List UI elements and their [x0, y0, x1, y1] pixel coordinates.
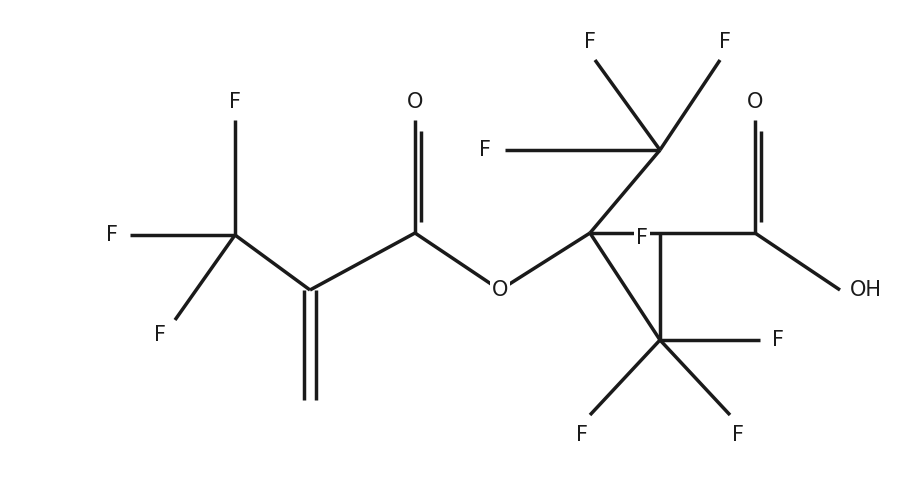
Text: F: F [154, 325, 166, 345]
Text: F: F [584, 32, 596, 52]
Text: F: F [106, 225, 118, 245]
Text: F: F [719, 32, 731, 52]
Text: F: F [479, 140, 491, 160]
Text: O: O [747, 92, 763, 112]
Text: O: O [407, 92, 423, 112]
Text: F: F [732, 425, 744, 445]
Text: F: F [772, 330, 784, 350]
Text: F: F [636, 228, 648, 248]
Text: F: F [576, 425, 588, 445]
Text: OH: OH [850, 280, 882, 300]
Text: O: O [492, 280, 508, 300]
Text: F: F [229, 92, 241, 112]
